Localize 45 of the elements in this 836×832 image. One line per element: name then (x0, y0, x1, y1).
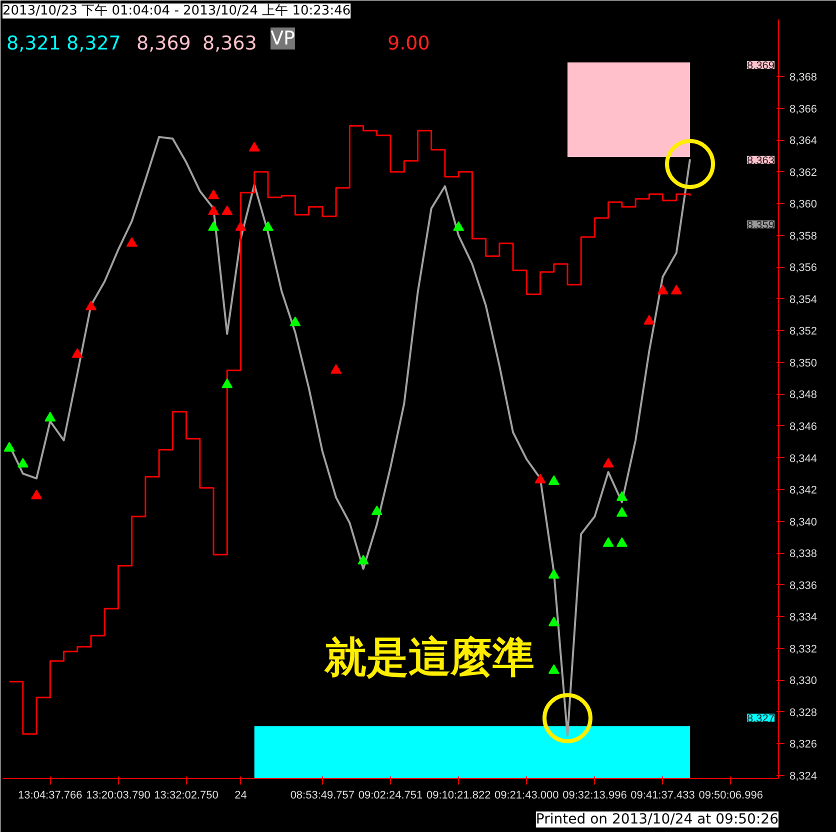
y-tick-label: 8,356 (790, 262, 818, 274)
y-tick-label: 8,342 (790, 484, 818, 497)
y-tick-label: 8,324 (790, 770, 818, 782)
x-tick-label: 08:53:49.757 (290, 790, 355, 802)
annotation: VP (270, 28, 295, 50)
y-tick-label: 8,360 (790, 198, 818, 211)
x-tick-label: 13:04:37.766 (18, 790, 82, 802)
y-tick-label: 8,328 (790, 706, 818, 719)
annotation: 8,363 (746, 154, 775, 167)
y-tick-label: 8,330 (790, 675, 818, 688)
y-tick-label: 8,366 (790, 103, 818, 116)
annotation: 8,327 (66, 32, 121, 54)
y-tick-label: 8,326 (790, 738, 818, 751)
annotation: 8,321 (6, 32, 61, 54)
chart-title: 2013/10/23 下午 01:04:04 - 2013/10/24 上午 10:23:46 (2, 4, 351, 18)
y-tick-label: 8,368 (790, 72, 818, 84)
x-tick-label: 09:41:37.433 (630, 790, 695, 802)
text: Printed on 2013/10/24 at 09:50:26 (536, 812, 779, 828)
y-tick-label: 8,338 (790, 548, 818, 560)
y-tick-label: 8,354 (790, 294, 818, 306)
y-tick-label: 8,350 (790, 357, 818, 370)
y-tick-label: 8,364 (790, 135, 818, 148)
x-tick-label: 09:21:43.000 (494, 790, 559, 802)
x-tick-label: 09:02:24.751 (358, 790, 423, 802)
y-tick-label: 8,352 (790, 326, 818, 338)
annotation: 9.00 (388, 32, 430, 54)
x-tick-label: 09:10:21.822 (426, 790, 491, 802)
y-tick-label: 8,332 (790, 643, 818, 656)
y-tick-label: 8,362 (790, 166, 818, 179)
y-tick-label: 8,346 (790, 420, 818, 433)
x-tick-label: 13:20:03.790 (86, 790, 150, 802)
y-tick-label: 8,358 (790, 230, 818, 242)
annotation: 8,363 (202, 32, 257, 54)
y-tick-label: 8,336 (790, 580, 818, 592)
y-tick-label: 8,344 (790, 452, 818, 465)
x-tick-label: 24 (234, 790, 247, 802)
annotation: 8,359 (746, 219, 775, 232)
annotation: 就是這麼準 (323, 632, 534, 682)
x-tick-label: 09:50:06.996 (698, 790, 763, 802)
y-tick-label: 8,348 (790, 389, 818, 402)
annotation: 8,369 (136, 32, 191, 54)
y-tick-label: 8,340 (790, 516, 818, 528)
y-tick-label: 8,334 (790, 612, 818, 624)
x-tick-label: 13:32:02.750 (154, 790, 218, 802)
x-tick-label: 09:32:13.996 (562, 790, 627, 802)
